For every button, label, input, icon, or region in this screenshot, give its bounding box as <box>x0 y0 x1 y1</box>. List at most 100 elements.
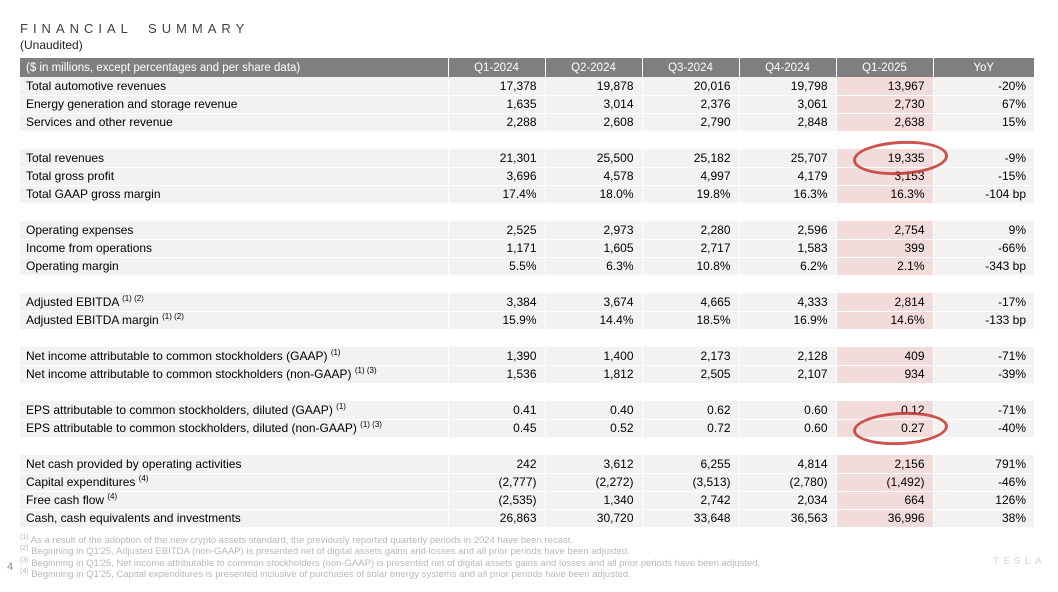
cell-q4-2024: 2,107 <box>738 365 836 384</box>
cell-q1-2024: 15.9% <box>447 311 545 330</box>
cell-q3-2024: 25,182 <box>641 149 739 168</box>
row-label: EPS attributable to common stockholders,… <box>20 401 448 420</box>
row-label: Net income attributable to common stockh… <box>20 365 448 384</box>
table-row: Adjusted EBITDA (1) (2) 3,384 3,674 4,665 4,… <box>20 293 1034 312</box>
footnote-reference: (1) (3) <box>360 420 382 429</box>
table-row: Net cash provided by operating activitie… <box>20 455 1034 474</box>
page-title: FINANCIAL SUMMARY <box>20 21 250 36</box>
cell-q1-2025: 3,153 <box>835 167 933 186</box>
row-label: Operating margin <box>20 257 448 276</box>
cell-q3-2024: 2,790 <box>641 113 739 132</box>
cell-yoy: 38% <box>932 509 1034 528</box>
footnotes: (1) As a result of the adoption of the n… <box>20 533 1058 581</box>
table-body: Total automotive revenues 17,378 19,878 20,… <box>20 77 1034 528</box>
cell-q1-2024: (2,535) <box>447 491 545 510</box>
cell-q1-2025: 399 <box>835 239 933 258</box>
cell-q4-2024: 1,583 <box>738 239 836 258</box>
cell-yoy: -343 bp <box>932 257 1034 276</box>
cell-yoy: -104 bp <box>932 185 1034 204</box>
cell-q1-2025: 13,967 <box>835 77 933 96</box>
table-row: Cash, cash equivalents and investments 26… <box>20 509 1034 528</box>
cell-q1-2024: 1,635 <box>447 95 545 114</box>
cell-q2-2024: 14.4% <box>544 311 642 330</box>
cell-q2-2024: 0.40 <box>544 401 642 420</box>
row-label: Free cash flow (4) <box>20 491 448 510</box>
table-row: Total automotive revenues 17,378 19,878 20,… <box>20 77 1034 96</box>
table-row: Operating expenses 2,525 2,973 2,280 2,596 2,… <box>20 221 1034 240</box>
cell-q4-2024: 2,128 <box>738 347 836 366</box>
cell-q1-2025: 36,996 <box>835 509 933 528</box>
cell-q1-2025: 409 <box>835 347 933 366</box>
cell-yoy: -66% <box>932 239 1034 258</box>
footnote-reference: (1) <box>330 347 341 357</box>
table-row: Net income attributable to common stockh… <box>20 347 1034 366</box>
cell-q3-2024: 19.8% <box>641 185 739 204</box>
cell-yoy: -40% <box>932 419 1034 438</box>
column-header-yoy: YoY <box>932 58 1034 77</box>
cell-q4-2024: (2,780) <box>738 473 836 492</box>
cell-q1-2025: (1,492) <box>835 473 933 492</box>
cell-q1-2024: 3,384 <box>447 293 545 312</box>
cell-q1-2025: 664 <box>835 491 933 510</box>
row-label: Operating expenses <box>20 221 448 240</box>
cell-q2-2024: 19,878 <box>544 77 642 96</box>
cell-q1-2024: 0.41 <box>447 401 545 420</box>
cell-q3-2024: 4,997 <box>641 167 739 186</box>
cell-yoy: -133 bp <box>932 311 1034 330</box>
cell-q1-2024: (2,777) <box>447 473 545 492</box>
cell-q4-2024: 2,596 <box>738 221 836 240</box>
cell-q4-2024: 4,814 <box>738 455 836 474</box>
section-spacer <box>20 131 1034 149</box>
table-row: Energy generation and storage revenue 1,6… <box>20 95 1034 114</box>
row-label: Energy generation and storage revenue <box>20 95 448 114</box>
cell-yoy: -71% <box>932 401 1034 420</box>
cell-q1-2024: 26,863 <box>447 509 545 528</box>
section-spacer <box>20 383 1034 401</box>
section-spacer <box>20 329 1034 347</box>
table-row: Total gross profit 3,696 4,578 4,997 4,179 3,… <box>20 167 1034 186</box>
cell-q4-2024: 0.60 <box>738 401 836 420</box>
table-row: EPS attributable to common stockholders,… <box>20 409 1034 447</box>
cell-q1-2024: 0.45 <box>447 419 545 438</box>
row-label: EPS attributable to common stockholders,… <box>20 419 448 438</box>
cell-q2-2024: 1,812 <box>544 365 642 384</box>
cell-q3-2024: (3,513) <box>641 473 739 492</box>
footnote-reference: (1) <box>336 401 346 411</box>
table-row: Services and other revenue 2,288 2,608 2,79… <box>20 113 1034 132</box>
cell-q2-2024: 3,674 <box>544 293 642 312</box>
section-spacer <box>20 437 1034 455</box>
cell-yoy: -15% <box>932 167 1034 186</box>
table-row: EPS attributable to common stockholders,… <box>20 401 1034 420</box>
cell-q1-2024: 21,301 <box>447 149 545 168</box>
cell-q2-2024: 2,973 <box>544 221 642 240</box>
cell-yoy: -46% <box>932 473 1034 492</box>
cell-q1-2024: 1,171 <box>447 239 545 258</box>
footnote-marker: (1) <box>20 533 29 541</box>
cell-q2-2024: 30,720 <box>544 509 642 528</box>
cell-q3-2024: 2,505 <box>641 365 739 384</box>
cell-q3-2024: 2,280 <box>641 221 739 240</box>
cell-yoy: -39% <box>932 365 1034 384</box>
row-label: Total revenues <box>20 149 448 168</box>
cell-q2-2024: 6.3% <box>544 257 642 276</box>
table-header-label: ($ in millions, except percentages and p… <box>20 58 448 77</box>
table-row: Operating margin 5.5% 6.3% 10.8% 6.2% 2.1% -34… <box>20 257 1034 276</box>
footnote: (2) Beginning in Q1'25, Adjusted EBITDA … <box>20 544 630 557</box>
cell-q2-2024: (2,272) <box>544 473 642 492</box>
cell-q4-2024: 19,798 <box>738 77 836 96</box>
footnote: (4) Beginning in Q1'25, Capital expendit… <box>20 567 631 580</box>
cell-q4-2024: 2,034 <box>738 491 836 510</box>
cell-q2-2024: 18.0% <box>544 185 642 204</box>
cell-q3-2024: 2,742 <box>641 491 739 510</box>
row-label: Total GAAP gross margin <box>20 185 448 204</box>
footnote: (1) As a result of the adoption of the n… <box>20 533 574 546</box>
footnote-reference: (1) (3) <box>354 366 377 375</box>
cell-q3-2024: 10.8% <box>641 257 739 276</box>
cell-q4-2024: 4,333 <box>738 293 836 312</box>
table-row: Net income attributable to common stockh… <box>20 365 1034 384</box>
cell-q1-2024: 5.5% <box>447 257 545 276</box>
cell-q1-2025: 2,754 <box>835 221 933 240</box>
cell-yoy: 791% <box>932 455 1034 474</box>
cell-yoy: 67% <box>932 95 1034 114</box>
table-row: Total GAAP gross margin 17.4% 18.0% 19.8% 16… <box>20 185 1034 204</box>
